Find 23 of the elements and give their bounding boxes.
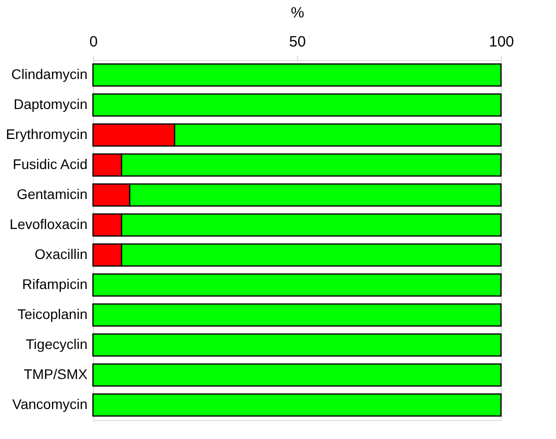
y-tick-label: Gentamicin	[16, 186, 88, 202]
y-tick-label: Oxacillin	[34, 246, 88, 262]
bar	[92, 63, 502, 87]
bar	[92, 303, 502, 327]
x-tick-label: 0	[89, 34, 98, 50]
x-tick-label: 100	[488, 34, 514, 50]
bar	[92, 333, 502, 357]
y-tick-label: Clindamycin	[11, 66, 88, 82]
x-tick-label: 50	[289, 34, 306, 50]
y-tick-label: Tigecyclin	[26, 336, 88, 352]
y-tick-label: TMP/SMX	[24, 366, 88, 382]
y-tick-label: Rifampicin	[22, 276, 88, 292]
y-tick-label: Fusidic Acid	[12, 156, 88, 172]
y-tick-label: Daptomycin	[14, 96, 88, 112]
bar	[92, 93, 502, 117]
bar	[92, 363, 502, 387]
y-tick-label: Erythromycin	[6, 126, 88, 142]
y-tick-label: Teicoplanin	[17, 306, 88, 322]
y-tick-label: Vancomycin	[12, 396, 88, 412]
bar	[92, 273, 502, 297]
bar	[92, 393, 502, 417]
x-axis-title: %	[290, 4, 304, 22]
y-tick-label: Levofloxacin	[10, 216, 88, 232]
